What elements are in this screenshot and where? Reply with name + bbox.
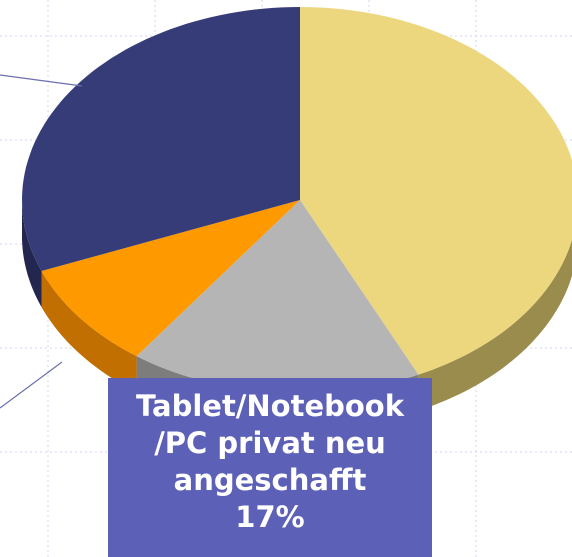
category-label: Tablet/Notebook /PC privat neu angeschaf… <box>135 389 405 497</box>
pie-slice <box>41 200 300 357</box>
value-label: 17% <box>235 500 305 534</box>
data-label: Tablet/Notebook /PC privat neu angeschaf… <box>108 378 432 557</box>
slice-side <box>22 200 42 308</box>
slice-side <box>41 271 137 393</box>
leader-line <box>0 361 63 409</box>
pie-slice <box>300 7 572 375</box>
leader-line <box>0 74 83 87</box>
slice-side <box>418 239 572 411</box>
pie-slice <box>22 7 300 271</box>
pie-slice <box>136 200 419 393</box>
pie <box>22 7 572 429</box>
